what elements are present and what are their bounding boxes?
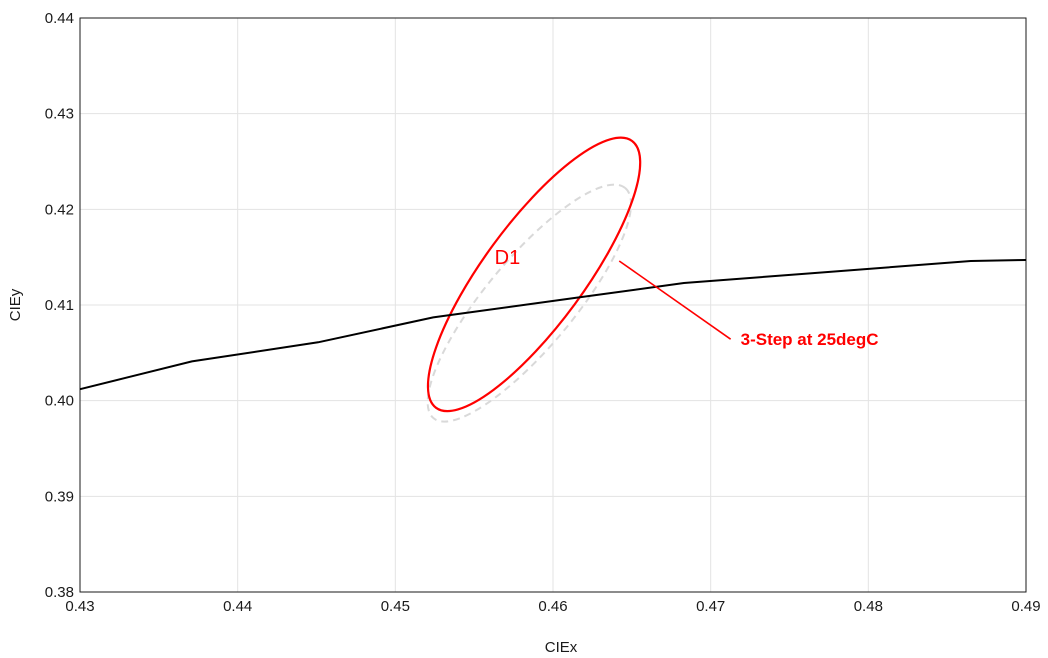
y-axis-title: CIEy xyxy=(7,288,24,321)
x-tick-label: 0.47 xyxy=(696,598,725,615)
d1-ellipse xyxy=(426,136,642,413)
y-tick-label: 0.43 xyxy=(45,106,74,123)
ellipse-label: D1 xyxy=(495,247,521,269)
y-tick-label: 0.41 xyxy=(45,297,74,314)
series-layer xyxy=(79,259,1027,391)
annotation-layer: D1 3-Step at 25degC xyxy=(495,247,879,349)
x-tick-label: 0.45 xyxy=(381,598,410,615)
callout-label: 3-Step at 25degC xyxy=(741,330,879,349)
reference-ellipse xyxy=(426,183,633,423)
x-tick-label: 0.48 xyxy=(854,598,883,615)
y-tick-label: 0.40 xyxy=(45,393,74,410)
x-tick-label: 0.44 xyxy=(223,598,252,615)
x-tick-label: 0.49 xyxy=(1011,598,1040,615)
y-tick-label: 0.42 xyxy=(45,201,74,218)
callout-leader-line xyxy=(618,260,732,340)
x-tick-label: 0.46 xyxy=(538,598,567,615)
plot-area-border xyxy=(79,17,1027,593)
grid-layer xyxy=(80,18,1026,592)
blackbody-line xyxy=(79,259,1027,391)
y-tick-label: 0.39 xyxy=(45,488,74,505)
y-tick-label: 0.44 xyxy=(45,10,74,27)
x-axis-title: CIEx xyxy=(545,639,578,656)
ellipse-layer xyxy=(426,136,642,423)
x-tick-label: 0.43 xyxy=(65,598,94,615)
y-tick-label: 0.38 xyxy=(45,584,74,601)
tick-label-layer: 0.43 0.44 0.45 0.46 0.47 0.48 0.49 0.38 0.39 0.40… xyxy=(45,10,1041,615)
